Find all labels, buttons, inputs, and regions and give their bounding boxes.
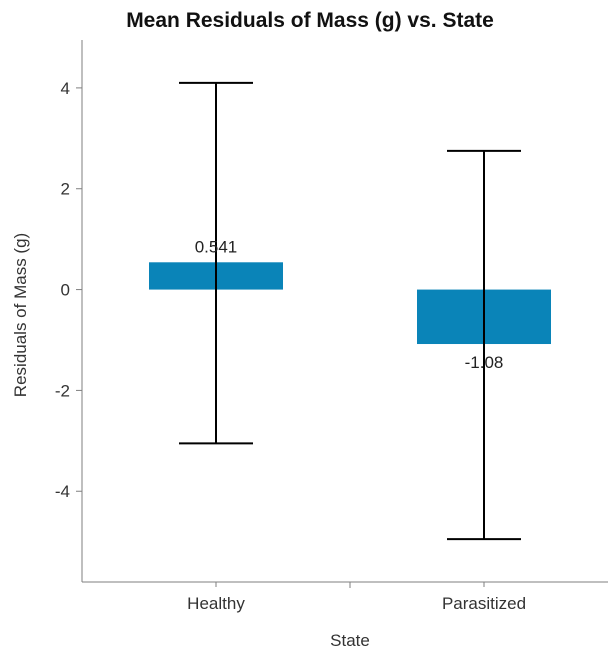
y-tick-label: 0 [61,281,70,300]
x-tick-label: Healthy [187,594,245,613]
y-tick-label: -4 [55,482,70,501]
y-tick-label: 4 [61,79,70,98]
y-tick-label: 2 [61,180,70,199]
data-labels: 0.541 -1.08 [195,237,504,372]
y-tick-label: -2 [55,381,70,400]
chart-title: Mean Residuals of Mass (g) vs. State [126,9,494,32]
data-label: 0.541 [195,237,238,256]
x-axis-label: State [330,631,370,650]
data-label: -1.08 [465,353,504,372]
bars [149,262,551,345]
error-bars [179,81,521,541]
y-axis: 4 2 0 -2 -4 [55,79,82,501]
x-axis: Healthy Parasitized [187,582,526,613]
y-axis-label: Residuals of Mass (g) [11,233,30,397]
x-tick-label: Parasitized [442,594,526,613]
